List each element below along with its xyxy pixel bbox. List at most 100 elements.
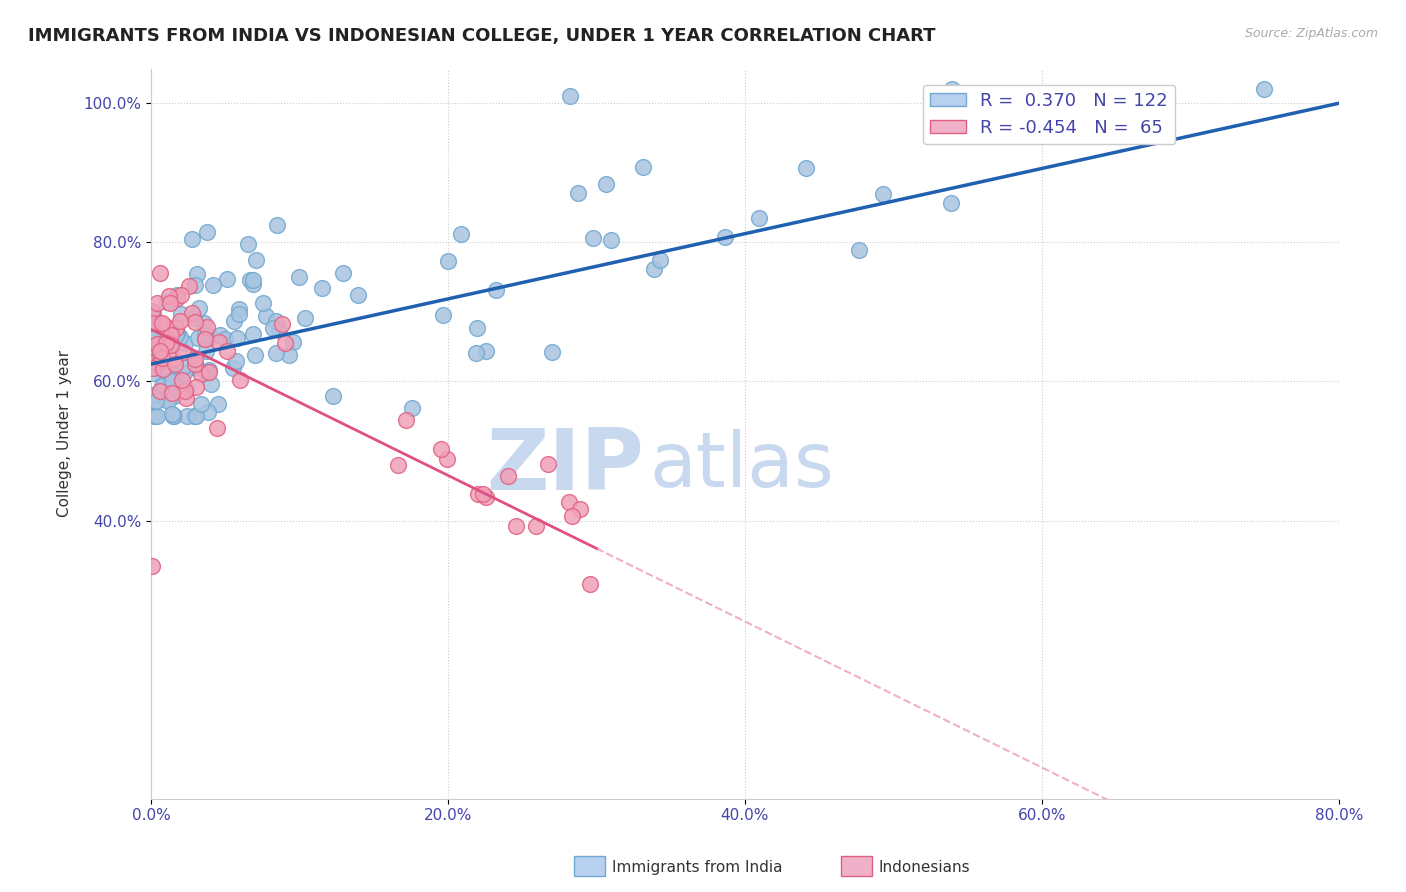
Point: [150, 351, 173, 365]
Point: [152, 316, 174, 330]
Point: [194, 328, 217, 343]
Point: [148, 340, 170, 354]
Point: [162, 378, 184, 392]
Point: [149, 360, 172, 375]
Point: [169, 307, 191, 321]
Text: Source: ZipAtlas.com: Source: ZipAtlas.com: [1244, 27, 1378, 40]
Point: [558, 495, 581, 509]
Point: [181, 232, 204, 246]
Point: [194, 332, 217, 346]
Point: [145, 352, 167, 367]
Point: [524, 519, 547, 533]
Point: [561, 508, 583, 523]
Point: [567, 186, 589, 201]
Point: [163, 409, 186, 424]
Point: [194, 332, 217, 346]
Point: [159, 295, 181, 310]
Point: [474, 491, 496, 505]
Point: [271, 317, 294, 331]
Point: [485, 283, 508, 297]
Point: [184, 352, 207, 367]
Point: [579, 577, 602, 591]
Point: [150, 331, 173, 345]
Point: [748, 211, 770, 226]
Point: [172, 360, 194, 375]
Point: [450, 227, 472, 241]
Point: [160, 367, 183, 381]
Point: [1253, 82, 1275, 96]
Point: [190, 397, 212, 411]
Point: [163, 327, 186, 342]
Point: [149, 344, 172, 359]
Point: [436, 451, 458, 466]
Point: [939, 195, 962, 210]
Point: [141, 304, 163, 318]
Point: [142, 324, 165, 338]
Point: [225, 331, 247, 345]
Point: [163, 388, 186, 402]
Point: [228, 301, 250, 316]
Point: [157, 289, 180, 303]
Point: [176, 409, 198, 423]
Point: [288, 269, 311, 284]
Point: [222, 360, 245, 375]
Point: [242, 277, 264, 292]
Point: [242, 327, 264, 342]
Point: [166, 326, 188, 340]
Point: [200, 330, 222, 344]
Point: [198, 366, 221, 380]
Point: [162, 374, 184, 388]
Point: [347, 288, 370, 302]
Point: [281, 335, 304, 350]
Point: [141, 558, 163, 573]
Point: [430, 442, 453, 456]
Point: [173, 336, 195, 351]
Point: [148, 338, 170, 352]
Bar: [574, 856, 605, 876]
Point: [195, 225, 218, 239]
Point: [202, 278, 225, 293]
Point: [941, 82, 963, 96]
Point: [217, 343, 239, 358]
Point: [162, 409, 184, 424]
Point: [224, 313, 246, 327]
Point: [183, 310, 205, 325]
Point: [207, 397, 229, 411]
Point: [155, 336, 177, 351]
Point: [278, 347, 301, 361]
Point: [149, 266, 172, 280]
Point: [582, 231, 605, 245]
Point: [146, 296, 169, 310]
Point: [200, 377, 222, 392]
Point: [165, 357, 187, 371]
Point: [541, 344, 564, 359]
Point: [186, 267, 208, 281]
Point: [177, 278, 200, 293]
Point: [184, 357, 207, 371]
Point: [243, 348, 266, 362]
Point: [193, 316, 215, 330]
Point: [332, 266, 354, 280]
Point: [467, 487, 489, 501]
Point: [311, 281, 333, 295]
Point: [173, 366, 195, 380]
Point: [141, 399, 163, 413]
Point: [228, 307, 250, 321]
Point: [294, 310, 316, 325]
Legend: R =  0.370   N = 122, R = -0.454   N =  65: R = 0.370 N = 122, R = -0.454 N = 65: [922, 85, 1175, 145]
Point: [174, 382, 197, 396]
Point: [229, 372, 252, 386]
Point: [208, 334, 231, 349]
Text: Indonesians: Indonesians: [879, 860, 970, 874]
Point: [142, 361, 165, 376]
Point: [160, 327, 183, 342]
Point: [183, 359, 205, 374]
Point: [157, 394, 180, 409]
Point: [169, 314, 191, 328]
Point: [245, 253, 267, 268]
Y-axis label: College, Under 1 year: College, Under 1 year: [58, 350, 72, 517]
Point: [266, 218, 288, 232]
Point: [872, 187, 894, 202]
Point: [166, 288, 188, 302]
Point: [160, 338, 183, 352]
